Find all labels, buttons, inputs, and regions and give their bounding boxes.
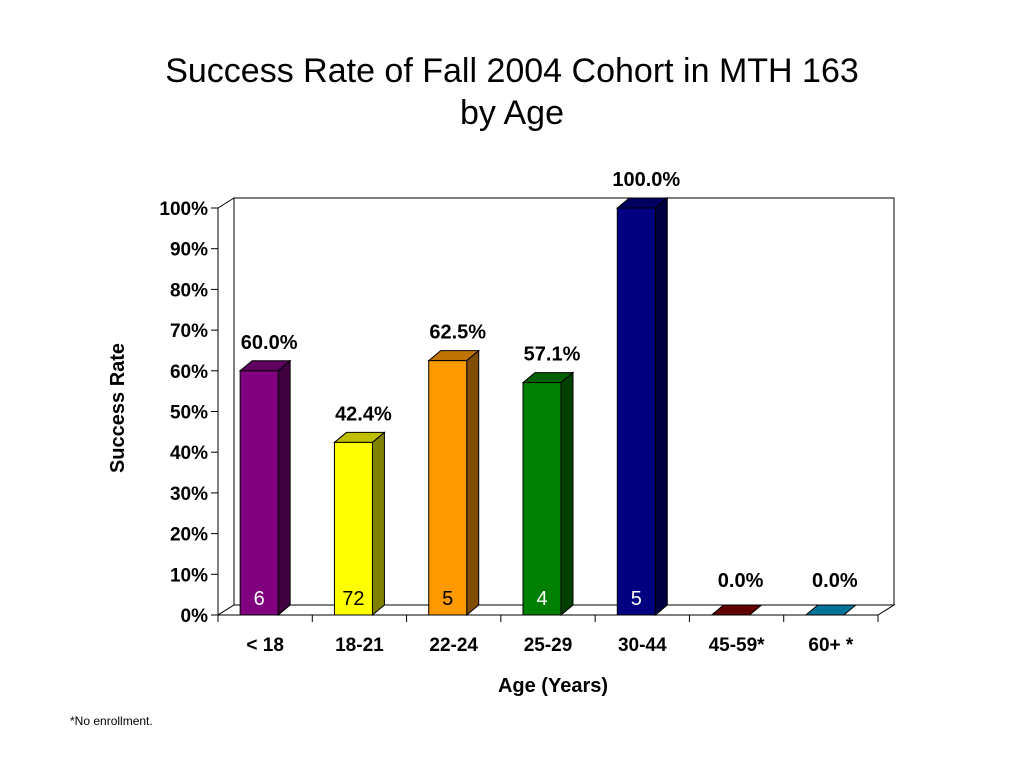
bar-count-label: 72 xyxy=(342,588,364,610)
bar-value-label: 60.0% xyxy=(241,332,298,354)
x-tick-label: 60+ * xyxy=(808,635,854,656)
data-labels: 60.0% 6 42.4% 72 62.5% 5 57.1% 4 100.0% 5 0.0% 0.0% xyxy=(241,169,858,610)
y-tick-label: 70% xyxy=(170,321,208,342)
y-tick-label: 30% xyxy=(170,484,208,505)
y-tick-label: 10% xyxy=(170,565,208,586)
bar-top xyxy=(804,604,858,616)
bar-side xyxy=(560,371,574,617)
bar-value-label: 62.5% xyxy=(429,322,486,344)
x-tick-label: 30-44 xyxy=(618,635,667,656)
y-tick-label: 60% xyxy=(170,362,208,383)
y-tick-label: 0% xyxy=(181,606,209,627)
y-axis: 0% 10% 20% 30% 40% 50% 60% 70% 80% 90% 100% xyxy=(159,199,219,627)
title-line-2: by Age xyxy=(460,94,564,132)
y-tick-label: 90% xyxy=(170,240,208,261)
title-line-1: Success Rate of Fall 2004 Cohort in MTH … xyxy=(165,52,859,90)
bar-front xyxy=(522,382,562,616)
bar xyxy=(615,196,669,617)
bar-count-label: 5 xyxy=(442,588,453,610)
bar-side xyxy=(466,349,480,617)
bar-front xyxy=(428,360,468,616)
bar-side xyxy=(371,431,385,617)
bar xyxy=(238,359,292,617)
bar xyxy=(333,431,386,617)
y-axis-title: Success Rate xyxy=(107,343,129,473)
x-tick-label: 22-24 xyxy=(429,635,478,656)
y-tick-label: 50% xyxy=(170,403,208,424)
bar-value-label: 100.0% xyxy=(612,169,680,191)
bar xyxy=(710,604,763,616)
y-tick-label: 20% xyxy=(170,525,208,546)
bar-value-label: 42.4% xyxy=(335,403,392,425)
bar-side xyxy=(654,196,668,617)
bar-count-label: 5 xyxy=(631,588,642,610)
bar-value-label: 0.0% xyxy=(718,570,764,592)
bar-value-label: 57.1% xyxy=(524,344,581,366)
bar-front xyxy=(616,207,656,616)
x-tick-label: 18-21 xyxy=(335,635,384,656)
y-tick-label: 80% xyxy=(170,280,208,301)
bar-side xyxy=(277,359,291,617)
plot-side-wall xyxy=(217,197,235,616)
x-tick-label: 45-59* xyxy=(709,635,766,656)
bar-front xyxy=(333,441,373,616)
x-axis: < 18 18-21 22-24 25-29 30-44 45-59* 60+ * xyxy=(217,614,879,656)
x-tick-label: < 18 xyxy=(246,635,284,656)
footnote: *No enrollment. xyxy=(70,714,153,728)
x-axis-title: Age (Years) xyxy=(498,675,608,697)
bar-count-label: 6 xyxy=(254,588,265,610)
bar-count-label: 4 xyxy=(536,588,547,610)
bar-top xyxy=(710,604,763,616)
y-tick-label: 40% xyxy=(170,443,208,464)
bar-value-label: 0.0% xyxy=(812,570,858,592)
bar xyxy=(521,371,575,617)
bar xyxy=(427,349,481,617)
bars xyxy=(238,196,858,617)
page-title: Success Rate of Fall 2004 Cohort in MTH … xyxy=(0,50,1024,134)
bar-front xyxy=(239,370,279,616)
x-tick-label: 25-29 xyxy=(524,635,573,656)
y-tick-label: 100% xyxy=(159,199,208,220)
bar xyxy=(804,604,858,616)
